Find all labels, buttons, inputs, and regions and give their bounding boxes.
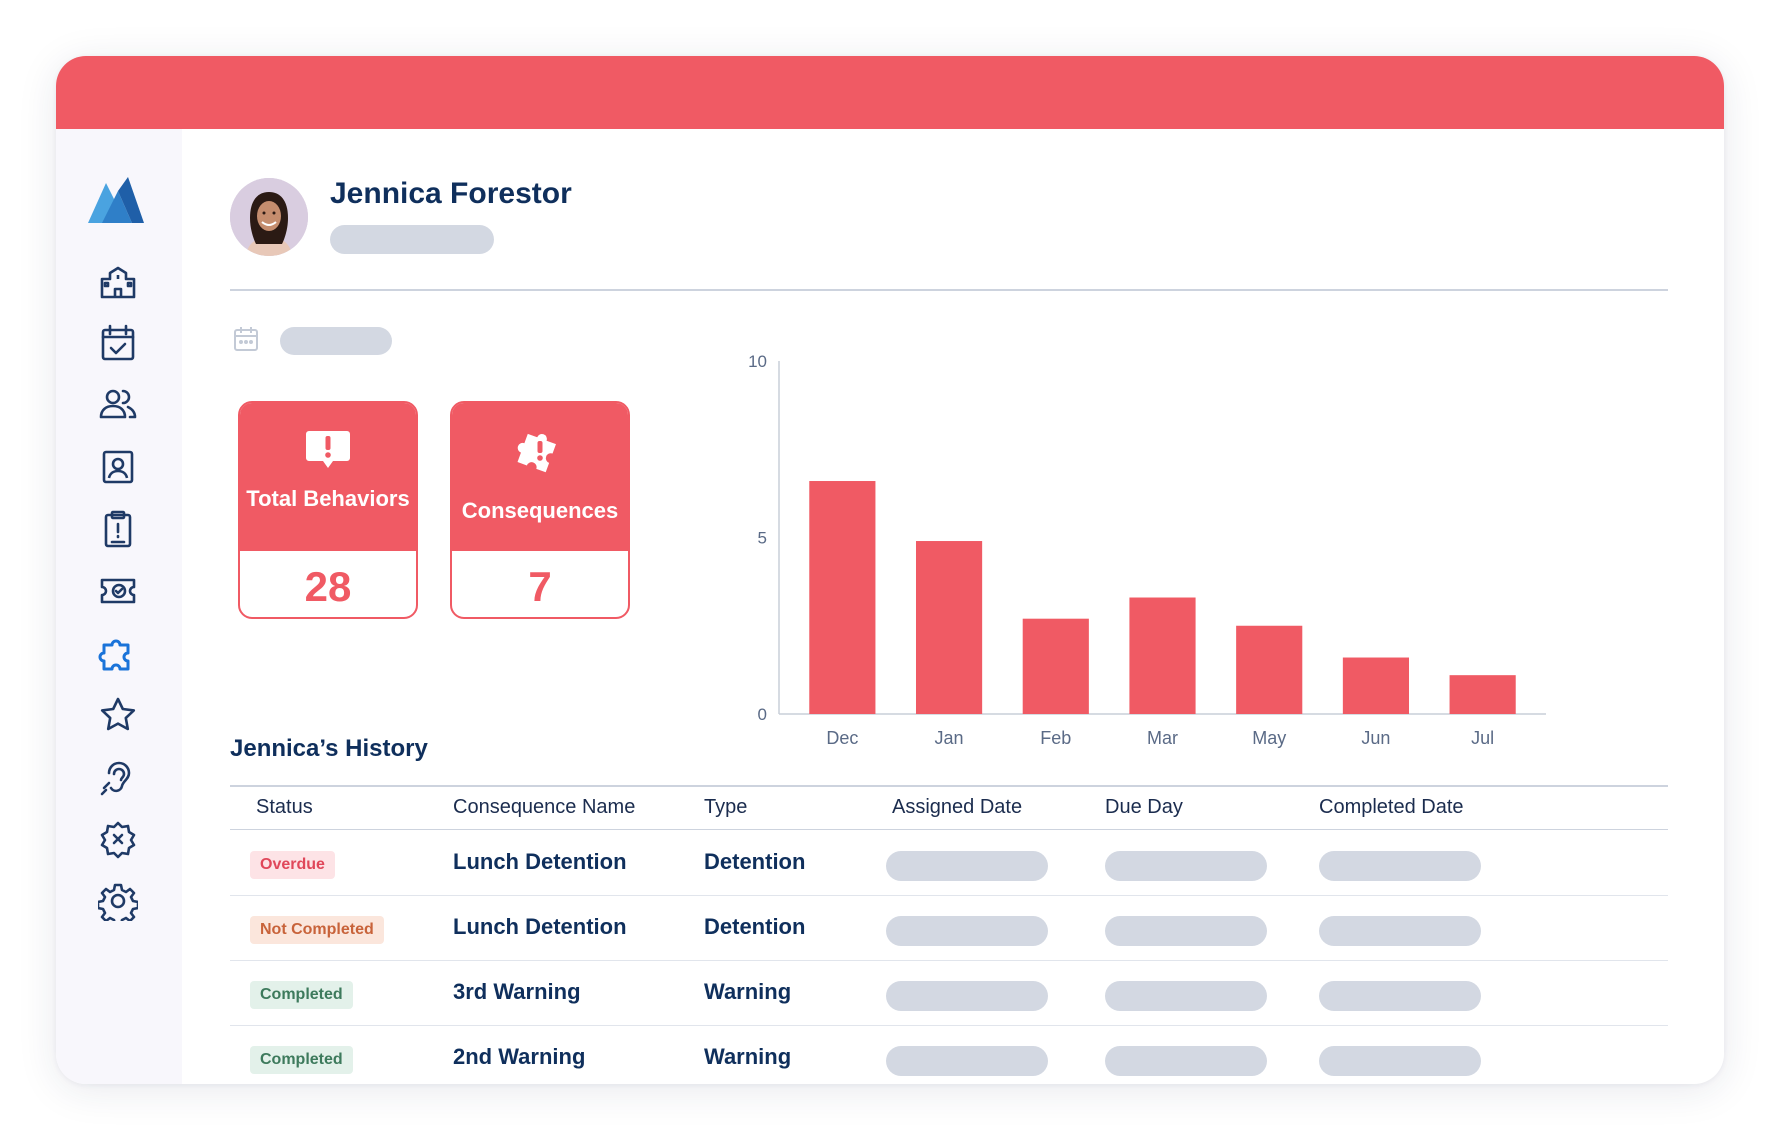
consequence-name-cell: 3rd Warning xyxy=(453,979,581,1004)
completed-date-placeholder xyxy=(1319,981,1481,1011)
consequence-name-cell: Lunch Detention xyxy=(453,849,627,874)
x-tick-label: Feb xyxy=(1040,728,1071,748)
y-tick-label: 5 xyxy=(758,529,767,548)
due-day-placeholder xyxy=(1105,916,1267,946)
table-header-divider xyxy=(230,829,1668,830)
assigned-date-placeholder xyxy=(886,1046,1048,1076)
star-icon[interactable] xyxy=(98,695,138,735)
header-divider xyxy=(230,289,1668,291)
card-header: Total Behaviors xyxy=(240,403,416,551)
column-header-assigned-date[interactable]: Assigned Date xyxy=(892,796,1023,818)
due-day-placeholder xyxy=(1105,981,1267,1011)
x-tick-label: Dec xyxy=(826,728,858,748)
student-subtitle-placeholder xyxy=(330,225,494,254)
table-top-divider xyxy=(230,785,1668,787)
sidebar xyxy=(56,129,182,1084)
alert-bubble-icon xyxy=(303,425,353,475)
card-header: Consequences xyxy=(452,403,628,551)
assigned-date-placeholder xyxy=(886,981,1048,1011)
y-tick-label: 10 xyxy=(748,352,767,371)
type-cell: Warning xyxy=(704,979,792,1004)
status-badge: Overdue xyxy=(250,851,335,879)
bar-dec[interactable] xyxy=(809,481,876,714)
column-header-consequence-name[interactable]: Consequence Name xyxy=(453,796,636,818)
column-header-type[interactable]: Type xyxy=(704,796,748,818)
column-header-due-day[interactable]: Due Day xyxy=(1105,796,1183,818)
school-icon[interactable] xyxy=(98,261,138,301)
status-badge: Completed xyxy=(250,1046,353,1074)
completed-date-placeholder xyxy=(1319,916,1481,946)
x-tick-label: Mar xyxy=(1147,728,1178,748)
assigned-date-placeholder xyxy=(886,851,1048,881)
x-tick-label: Jan xyxy=(935,728,964,748)
consequence-name-cell: 2nd Warning xyxy=(453,1044,586,1069)
status-badge: Not Completed xyxy=(250,916,384,944)
calendar-check-icon[interactable] xyxy=(98,323,138,363)
card-label: Consequences xyxy=(461,498,619,523)
bar-jul[interactable] xyxy=(1449,675,1516,714)
date-range-placeholder[interactable] xyxy=(280,327,392,355)
badge-spark-icon[interactable] xyxy=(98,819,138,859)
top-bar xyxy=(56,56,1724,129)
y-tick-label: 0 xyxy=(758,705,767,724)
contact-card-icon[interactable] xyxy=(98,447,138,487)
x-tick-label: Jul xyxy=(1471,728,1494,748)
card-value: 28 xyxy=(304,563,352,610)
column-header-status[interactable]: Status xyxy=(256,796,313,818)
x-tick-label: May xyxy=(1252,728,1286,748)
due-day-placeholder xyxy=(1105,851,1267,881)
avatar[interactable] xyxy=(230,178,308,256)
bar-may[interactable] xyxy=(1236,625,1303,714)
ticket-check-icon[interactable] xyxy=(98,571,138,611)
clipboard-icon[interactable] xyxy=(98,509,138,549)
bar-mar[interactable] xyxy=(1129,597,1196,714)
consequence-name-cell: Lunch Detention xyxy=(453,914,627,939)
type-cell: Warning xyxy=(704,1044,792,1069)
users-icon[interactable] xyxy=(98,385,138,425)
card-value: 7 xyxy=(528,563,552,610)
ear-icon[interactable] xyxy=(98,757,138,797)
table-row[interactable]: Completed 2nd Warning Warning xyxy=(230,1026,1668,1084)
puzzle-alert-icon xyxy=(515,425,565,475)
chart-svg: 0 5 10 Dec Jan Feb Mar May Jun Jul xyxy=(748,352,1546,748)
x-tick-label: Jun xyxy=(1361,728,1390,748)
row-divider xyxy=(230,895,1668,896)
student-name: Jennica Forestor xyxy=(330,177,572,210)
due-day-placeholder xyxy=(1105,1046,1267,1076)
assigned-date-placeholder xyxy=(886,916,1048,946)
history-title: Jennica’s History xyxy=(230,735,428,762)
bar-feb[interactable] xyxy=(1022,618,1089,714)
behavior-chart: 0 5 10 Dec Jan Feb Mar May Jun Jul xyxy=(702,352,1702,754)
column-header-completed-date[interactable]: Completed Date xyxy=(1319,796,1464,818)
total-behaviors-card[interactable]: Total Behaviors 28 xyxy=(238,401,418,619)
puzzle-icon[interactable] xyxy=(98,633,138,673)
row-divider xyxy=(230,1025,1668,1026)
completed-date-placeholder xyxy=(1319,1046,1481,1076)
table-row[interactable]: Overdue Lunch Detention Detention xyxy=(230,831,1668,896)
app-logo[interactable] xyxy=(88,177,144,223)
type-cell: Detention xyxy=(704,849,806,874)
consequences-card[interactable]: Consequences 7 xyxy=(450,401,630,619)
table-row[interactable]: Not Completed Lunch Detention Detention xyxy=(230,896,1668,961)
row-divider xyxy=(230,960,1668,961)
type-cell: Detention xyxy=(704,914,806,939)
card-label: Total Behaviors xyxy=(246,486,410,511)
completed-date-placeholder xyxy=(1319,851,1481,881)
status-badge: Completed xyxy=(250,981,353,1009)
calendar-icon[interactable] xyxy=(232,325,260,353)
main-content: Jennica Forestor Total Behaviors 28 xyxy=(182,129,1724,1084)
app-window: Jennica Forestor Total Behaviors 28 xyxy=(56,56,1724,1084)
gear-icon[interactable] xyxy=(96,881,140,927)
bar-jan[interactable] xyxy=(915,541,983,714)
table-row[interactable]: Completed 3rd Warning Warning xyxy=(230,961,1668,1026)
bar-jun[interactable] xyxy=(1342,657,1410,714)
